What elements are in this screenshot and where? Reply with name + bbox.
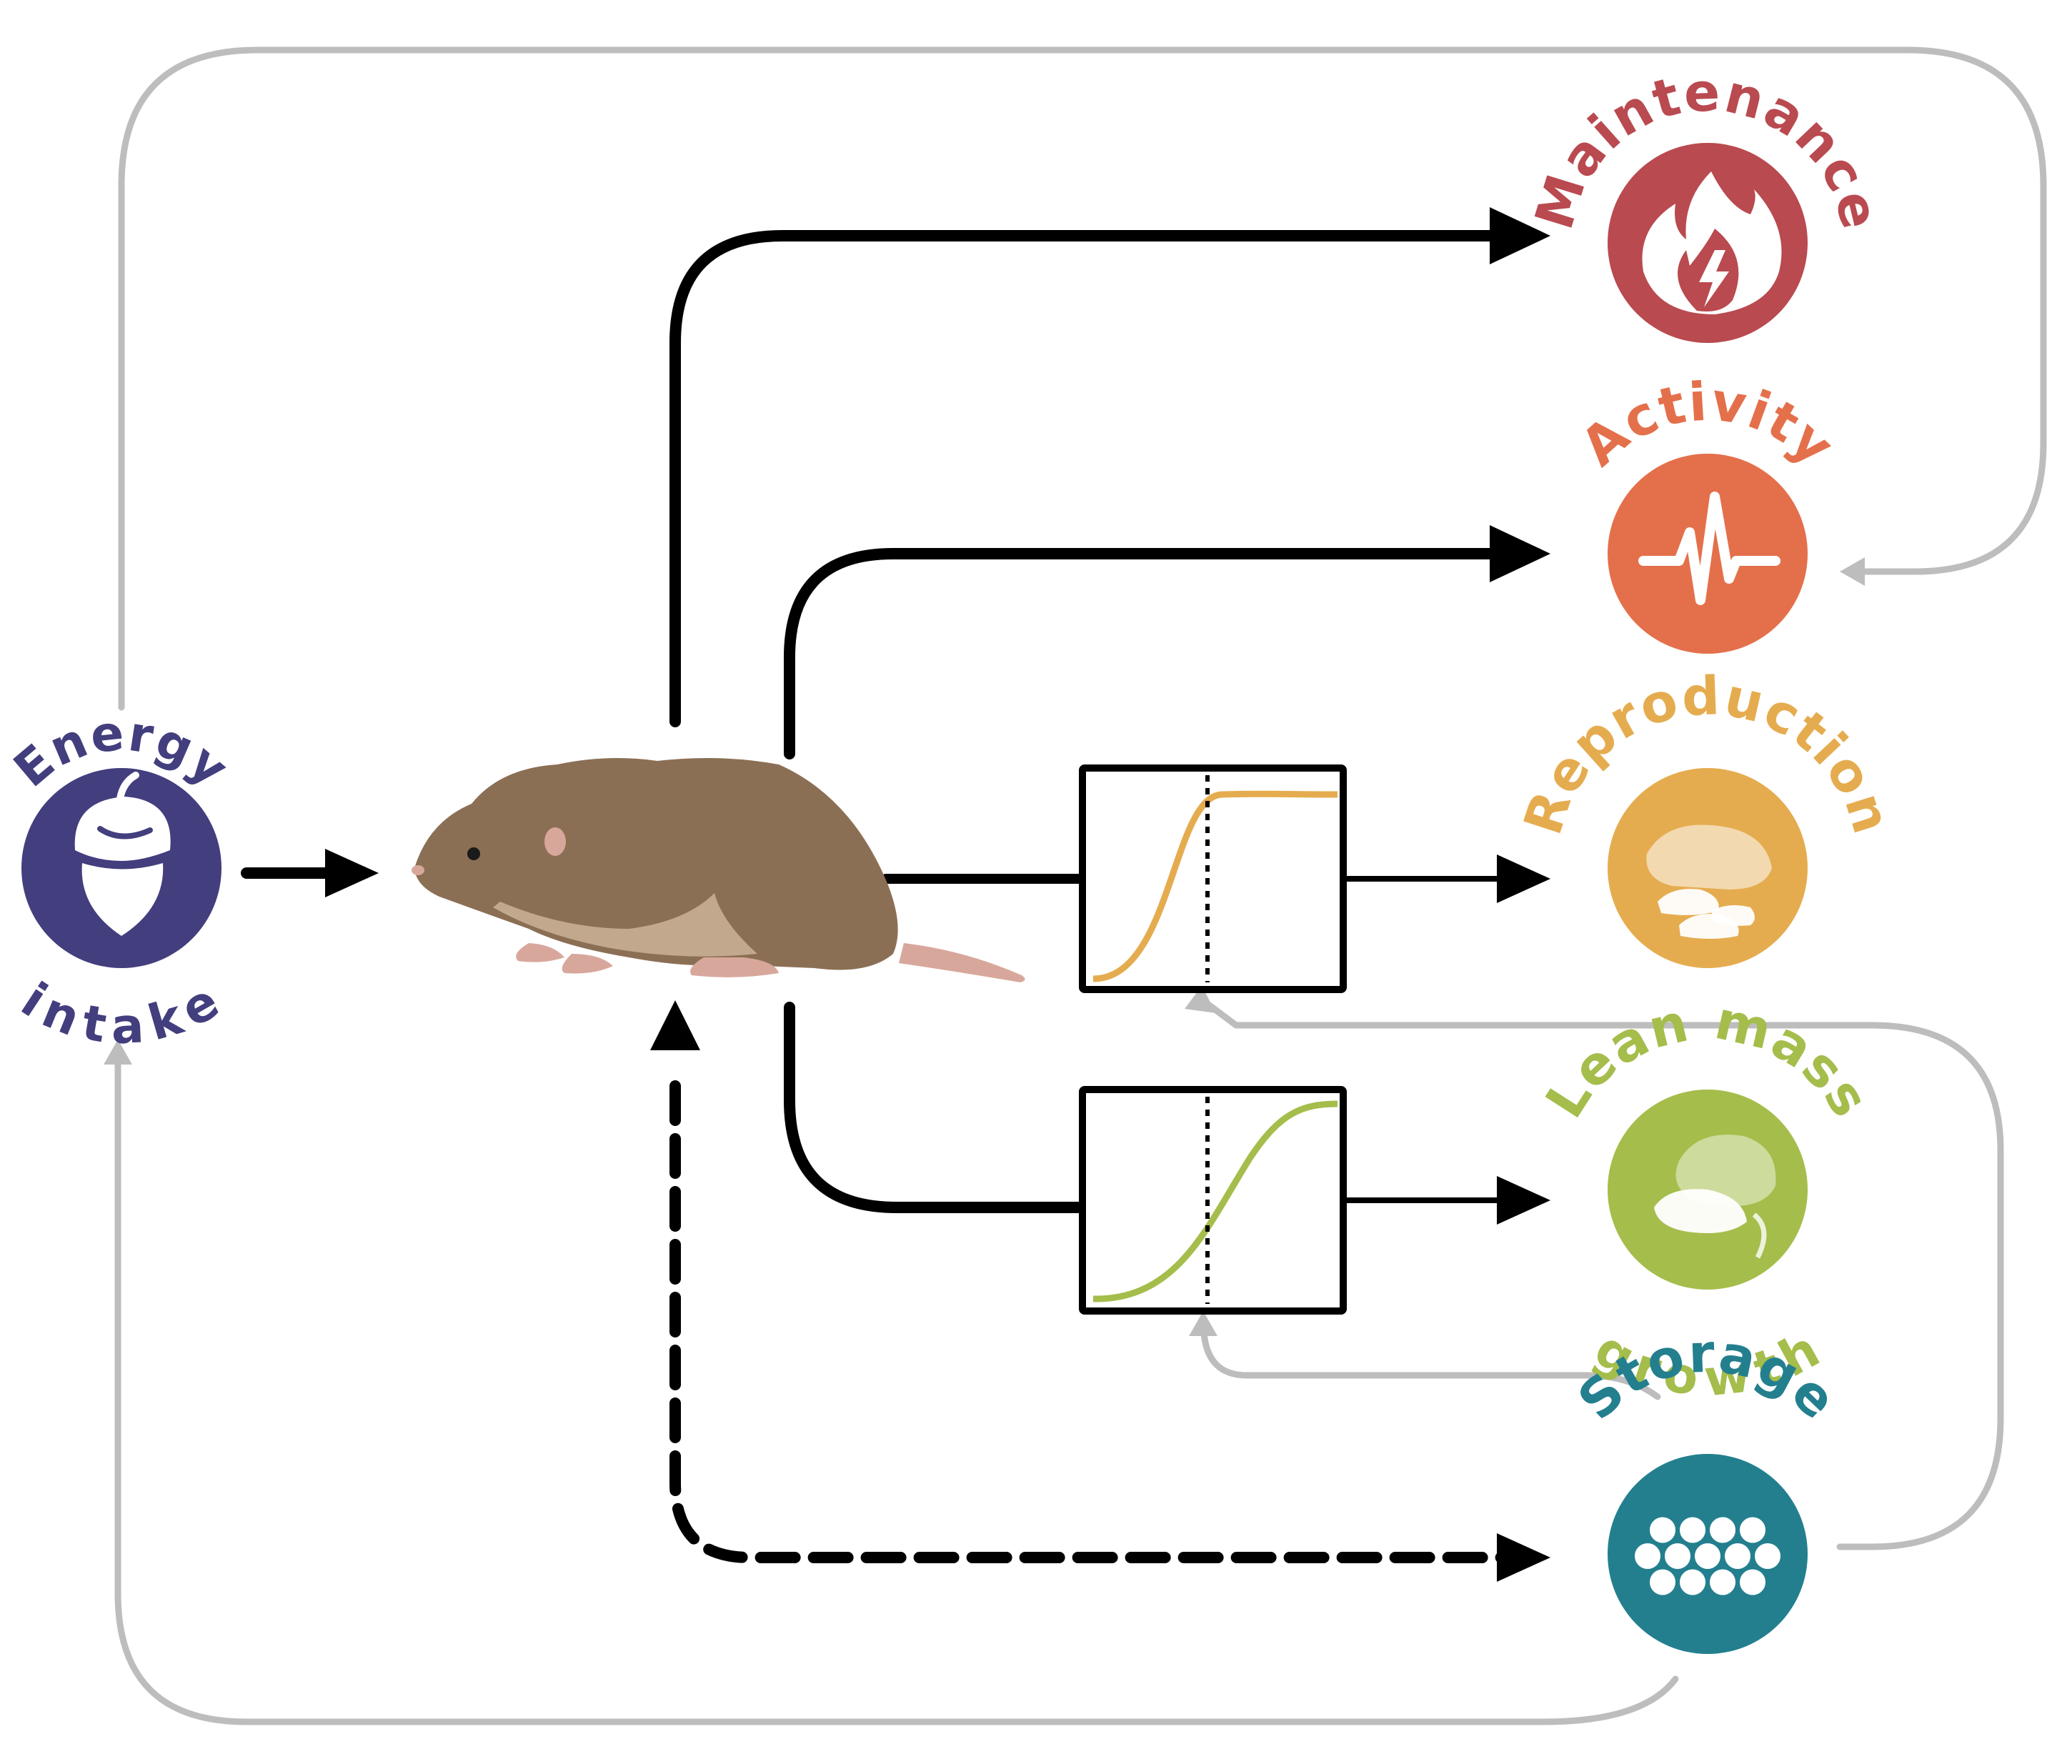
lean-mass-threshold-switch xyxy=(1079,1086,1347,1315)
reproduction-threshold-switch xyxy=(1079,764,1347,993)
rodent-front-paw xyxy=(516,943,564,962)
fat-cell xyxy=(1735,1565,1770,1600)
mouse-with-pups-icon xyxy=(1646,824,1772,939)
rodent-ear-inner xyxy=(544,827,566,856)
growing-mouse-icon xyxy=(1654,1135,1776,1259)
flow-arrowhead-reproduction xyxy=(1497,854,1550,903)
acorn-icon xyxy=(74,772,171,936)
fat-cell xyxy=(1705,1565,1740,1600)
allocation-flows xyxy=(241,207,1550,1582)
feedback-storage-to-energy xyxy=(114,1057,1679,1725)
fat-cell xyxy=(1675,1565,1710,1600)
flow-storage-dashed xyxy=(669,1080,1513,1563)
feedback-arrowhead-activity xyxy=(1840,557,1865,586)
feedback-storage-to-lean-switch xyxy=(1200,1329,1661,1400)
rodent-belly xyxy=(493,893,757,957)
fat-cell xyxy=(1735,1513,1770,1548)
flow-arrowhead-activity xyxy=(1490,525,1550,582)
flow-to-maintenance xyxy=(669,230,1513,727)
node-activity: Activity xyxy=(1570,371,1845,654)
node-energy-intake: Energy intake xyxy=(4,705,238,1056)
flow-arrowhead-lean xyxy=(1497,1176,1550,1225)
rodent-hind-foot xyxy=(690,957,779,977)
flow-arrowhead-rodent xyxy=(325,849,379,897)
rodent-nose xyxy=(412,865,424,875)
flow-arrowhead-storage xyxy=(1497,1533,1550,1582)
rodent-eye xyxy=(467,847,480,860)
feedback-storage-to-reproduction-switch xyxy=(1204,1000,2004,1550)
feedback-arrows xyxy=(104,46,2047,1725)
flow-arrowhead-storage-to-rodent xyxy=(650,1000,700,1050)
node-maintenance: Maintenance xyxy=(1523,61,1890,343)
rodent-illustration xyxy=(412,758,1025,982)
feedback-arrowhead-reproduction-switch xyxy=(1185,986,1216,1013)
fat-cells-icon xyxy=(1630,1513,1785,1600)
flow-to-lean-switch xyxy=(784,1002,1088,1213)
reproduction-sigmoid-curve xyxy=(1092,790,1338,982)
feedback-arrowhead-lean-switch xyxy=(1189,1311,1217,1336)
node-lean-mass-growth: Lean mass growth xyxy=(1534,990,1880,1408)
energy-label-line2: intake xyxy=(11,972,228,1056)
fat-cell xyxy=(1750,1539,1785,1573)
fat-cell xyxy=(1645,1565,1680,1600)
rodent-mid-paw xyxy=(562,954,613,974)
feedback-arrowhead-energy xyxy=(104,1040,132,1065)
rodent-tail xyxy=(899,943,1025,982)
svg-text:intake: intake xyxy=(11,972,229,1056)
flow-to-activity xyxy=(784,548,1513,759)
lean-sigmoid-curve xyxy=(1092,1100,1338,1302)
flow-arrowhead-maintenance xyxy=(1490,207,1550,264)
feedback-energy-to-activity xyxy=(118,46,2047,711)
node-reproduction: Reproduction xyxy=(1513,665,1901,968)
pulse-icon xyxy=(1638,492,1780,605)
